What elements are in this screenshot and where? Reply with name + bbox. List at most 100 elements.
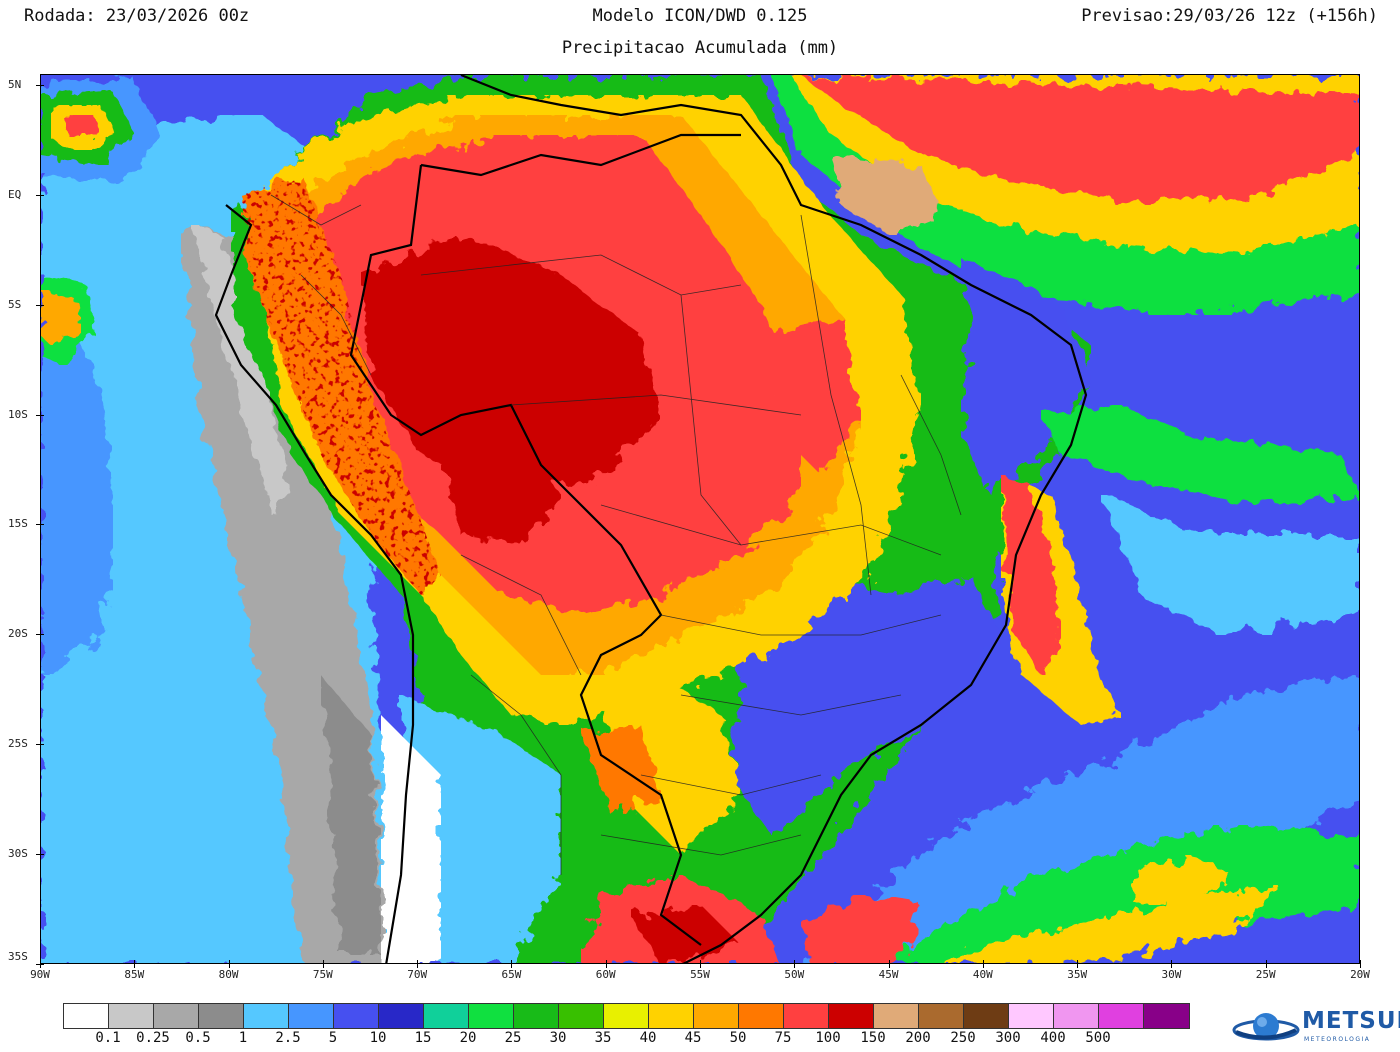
lon-label: 60W: [595, 968, 616, 981]
lon-tick: [1171, 960, 1173, 968]
lon-tick: [40, 960, 41, 968]
legend-swatch: [1009, 1004, 1054, 1028]
lat-tick: [36, 634, 44, 636]
legend-label: 500: [1085, 1030, 1111, 1046]
legend-swatch: [244, 1004, 289, 1028]
lat-label: 5N: [8, 77, 22, 91]
logo-name: METSUL: [1302, 1008, 1400, 1034]
lat-label: 25S: [8, 737, 28, 751]
legend-swatch: [1054, 1004, 1099, 1028]
legend-label: 0.25: [136, 1030, 170, 1046]
lon-tick: [794, 960, 796, 968]
lon-label: 40W: [972, 968, 993, 981]
legend-label: 50: [729, 1030, 747, 1046]
lat-tick: [36, 194, 44, 196]
lon-label: 55W: [690, 968, 710, 981]
legend-swatch: [604, 1004, 649, 1028]
lat-tick: [36, 744, 44, 746]
model-name: Modelo ICON/DWD 0.125: [592, 6, 808, 26]
legend-swatch: [64, 1004, 109, 1028]
legend-swatch: [1099, 1004, 1144, 1028]
legend-swatch: [289, 1004, 334, 1028]
legend-swatch: [334, 1004, 379, 1028]
lon-label: 70W: [407, 968, 428, 981]
legend-label: 30: [549, 1030, 567, 1046]
precip-legend: [63, 1003, 1190, 1029]
legend-label: 20: [459, 1030, 477, 1046]
legend-label: 5: [328, 1030, 338, 1046]
legend-swatch: [874, 1004, 919, 1028]
lon-tick: [1360, 960, 1361, 968]
legend-label: 35: [594, 1030, 612, 1046]
lon-label: 90W: [30, 968, 50, 981]
legend-label: 150: [860, 1030, 886, 1046]
run-date: Rodada: 23/03/2026 00z: [24, 6, 250, 26]
map-subtitle: Precipitacao Acumulada (mm): [561, 38, 839, 58]
legend-label: 0.1: [95, 1030, 121, 1046]
legend-swatch: [739, 1004, 784, 1028]
legend-swatch: [469, 1004, 514, 1028]
legend-swatch: [514, 1004, 559, 1028]
legend-swatch: [424, 1004, 469, 1028]
lon-label: 45W: [878, 968, 899, 981]
lon-tick: [982, 960, 984, 968]
legend-swatch: [964, 1004, 1009, 1028]
legend-label: 40: [639, 1030, 657, 1046]
legend-label: 100: [815, 1030, 841, 1046]
legend-label: 250: [950, 1030, 976, 1046]
lon-label: 25W: [1255, 968, 1276, 981]
legend-label: 10: [369, 1030, 387, 1046]
legend-swatch: [379, 1004, 424, 1028]
legend-label: 2.5: [275, 1030, 301, 1046]
lon-label: 20W: [1350, 968, 1370, 981]
legend-label: 0.5: [185, 1030, 211, 1046]
lon-tick: [417, 960, 419, 968]
lon-label: 30W: [1161, 968, 1182, 981]
lon-tick: [888, 960, 890, 968]
legend-swatch: [199, 1004, 244, 1028]
lon-label: 85W: [124, 968, 145, 981]
legend-label: 15: [414, 1030, 432, 1046]
forecast-time: Previsao:29/03/26 12z (+156h): [1081, 6, 1378, 26]
lat-tick: [36, 414, 44, 416]
lon-label: 35W: [1067, 968, 1088, 981]
precipitation-map: [40, 74, 1360, 964]
lat-tick: [36, 84, 44, 86]
legend-label: 25: [504, 1030, 522, 1046]
lon-tick: [322, 960, 324, 968]
lat-label: 20S: [8, 627, 28, 641]
legend-swatch: [109, 1004, 154, 1028]
lon-label: 75W: [312, 968, 333, 981]
legend-swatch: [784, 1004, 829, 1028]
lon-tick: [1077, 960, 1079, 968]
legend-label: 1: [238, 1030, 248, 1046]
legend-label: 45: [684, 1030, 702, 1046]
lon-tick: [511, 960, 513, 968]
globe-icon: [1232, 1013, 1300, 1041]
lat-label: 35S: [8, 950, 28, 963]
lon-label: 65W: [501, 968, 522, 981]
lon-tick: [1265, 960, 1267, 968]
legend-swatch: [829, 1004, 874, 1028]
legend-label: 300: [995, 1030, 1021, 1046]
lat-label: 15S: [8, 517, 28, 531]
lon-tick: [228, 960, 230, 968]
legend-swatch: [1144, 1004, 1189, 1028]
legend-label: 200: [905, 1030, 931, 1046]
lat-label: 5S: [8, 297, 22, 311]
legend-label: 400: [1040, 1030, 1066, 1046]
lon-label: 50W: [784, 968, 805, 981]
lon-tick: [605, 960, 607, 968]
legend-swatch: [649, 1004, 694, 1028]
lon-label: 80W: [218, 968, 239, 981]
lat-tick: [36, 304, 44, 306]
lat-label: EQ: [8, 187, 22, 201]
metsul-logo: METSUL METEOROLOGIA: [1232, 1008, 1400, 1048]
lon-tick: [700, 960, 701, 968]
lon-tick: [134, 960, 136, 968]
logo-tagline: METEOROLOGIA: [1304, 1036, 1371, 1043]
lat-label: 10S: [8, 407, 28, 421]
legend-swatch: [919, 1004, 964, 1028]
lat-tick: [36, 524, 44, 526]
lat-label: 30S: [8, 847, 28, 861]
